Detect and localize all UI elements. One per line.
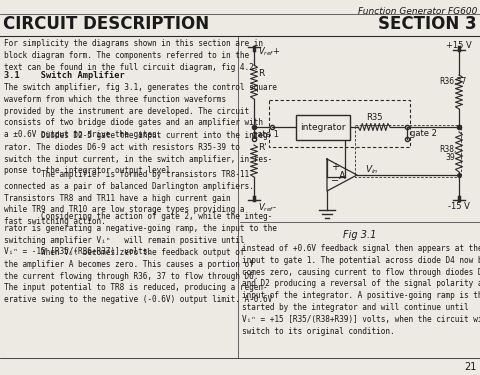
Bar (355, 125, 461, 177)
Text: A: A (339, 171, 346, 181)
Text: CIRCUIT DESCRIPTION: CIRCUIT DESCRIPTION (3, 15, 209, 33)
Text: 39: 39 (445, 153, 455, 162)
Bar (296, 115, 350, 140)
Text: +15 V: +15 V (446, 41, 472, 50)
Text: The switch amplifier, fig 3.1, generates the control square
waveform from which : The switch amplifier, fig 3.1, generates… (4, 83, 277, 139)
Text: integrator: integrator (300, 123, 346, 132)
Text: R: R (258, 69, 264, 78)
Text: Diodes D2-5 gate the input current into the integ-
rator. The diodes D6-9 act wi: Diodes D2-5 gate the input current into … (4, 131, 272, 176)
Text: $V_{ref}$+: $V_{ref}$+ (258, 45, 280, 57)
Text: R36,37: R36,37 (439, 77, 466, 86)
Text: 21: 21 (465, 362, 477, 372)
Text: +: + (331, 162, 339, 172)
Text: For simplicity the diagrams shown in this section are in
block diagram form. The: For simplicity the diagrams shown in thi… (4, 39, 263, 72)
Bar (269, 100, 410, 147)
Text: −: − (331, 176, 339, 186)
Text: -15 V: -15 V (448, 202, 470, 211)
Text: R38,: R38, (439, 145, 456, 154)
Text: R35: R35 (366, 113, 382, 122)
Text: gate 2: gate 2 (410, 129, 437, 138)
Text: When Vᵢⁿ becomes zero the feedback output of
the amplifier A becomes zero. This : When Vᵢⁿ becomes zero the feedback outpu… (4, 248, 272, 304)
Text: Function Generator FG600: Function Generator FG600 (358, 7, 477, 16)
Text: R': R' (258, 143, 267, 152)
Text: SECTION 3: SECTION 3 (378, 15, 477, 33)
Text: Considering the action of gate 2, while the integ-
rator is generating a negativ: Considering the action of gate 2, while … (4, 212, 277, 256)
Text: $V_{in}$: $V_{in}$ (365, 163, 379, 176)
Text: 3.1    Switch Amplifier: 3.1 Switch Amplifier (4, 71, 125, 80)
Text: Fig 3.1: Fig 3.1 (343, 230, 377, 240)
Text: $V_{ref}$-: $V_{ref}$- (258, 201, 276, 213)
Text: instead of +0.6V feedback signal then appears at the
input to gate 1. The potent: instead of +0.6V feedback signal then ap… (242, 244, 480, 336)
Text: gate 1: gate 1 (252, 130, 279, 139)
Text: The amplifier is formed by transistors TR8-11
connected as a pair of balanced Da: The amplifier is formed by transistors T… (4, 170, 254, 226)
